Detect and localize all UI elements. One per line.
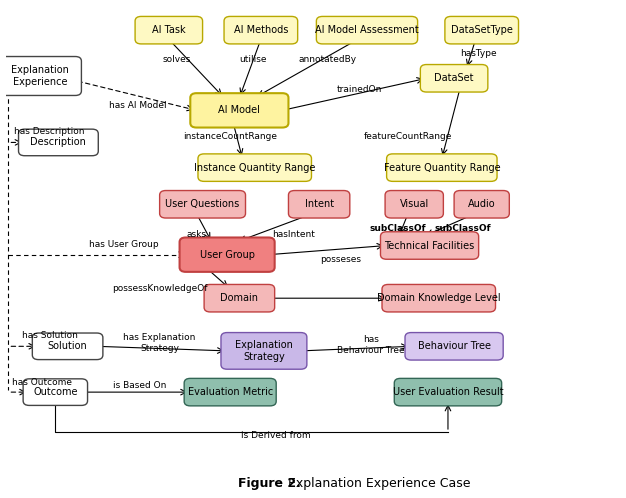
FancyBboxPatch shape [190, 93, 289, 127]
Text: Behaviour Tree: Behaviour Tree [418, 341, 491, 351]
Text: utilise: utilise [240, 55, 267, 64]
FancyBboxPatch shape [387, 154, 497, 181]
FancyBboxPatch shape [23, 379, 88, 405]
Text: DataSet: DataSet [434, 73, 474, 83]
Text: User Group: User Group [200, 249, 255, 259]
FancyBboxPatch shape [421, 65, 488, 92]
Text: AI Task: AI Task [152, 25, 186, 35]
Text: featureCountRange: featureCountRange [364, 132, 452, 141]
Text: Outcome: Outcome [33, 387, 78, 397]
Text: AI Model Assessment: AI Model Assessment [315, 25, 419, 35]
Text: Domain: Domain [220, 293, 259, 303]
Text: has Description: has Description [14, 127, 84, 136]
Text: is Based On: is Based On [113, 381, 167, 390]
Text: Visual: Visual [399, 199, 429, 209]
FancyBboxPatch shape [204, 284, 275, 312]
FancyBboxPatch shape [316, 16, 418, 44]
Text: DataSetType: DataSetType [451, 25, 513, 35]
Text: has Explanation
Strategy: has Explanation Strategy [123, 333, 196, 353]
FancyBboxPatch shape [135, 16, 203, 44]
Text: Figure 2.: Figure 2. [238, 477, 300, 490]
Text: AI Methods: AI Methods [233, 25, 288, 35]
Text: has User Group: has User Group [89, 240, 159, 249]
FancyBboxPatch shape [289, 191, 350, 218]
FancyBboxPatch shape [445, 16, 518, 44]
FancyBboxPatch shape [394, 378, 501, 406]
Text: asks: asks [187, 231, 207, 240]
Text: hasType: hasType [460, 49, 497, 58]
Text: annotatedBy: annotatedBy [298, 55, 356, 64]
Text: Domain Knowledge Level: Domain Knowledge Level [377, 293, 501, 303]
Text: Instance Quantity Range: Instance Quantity Range [194, 163, 316, 173]
FancyBboxPatch shape [385, 191, 443, 218]
FancyBboxPatch shape [33, 333, 103, 360]
Text: Explanation
Strategy: Explanation Strategy [235, 340, 293, 362]
Text: AI Model: AI Model [218, 106, 260, 116]
Text: has
Behaviour Tree: has Behaviour Tree [337, 335, 405, 355]
Text: User Questions: User Questions [165, 199, 240, 209]
Text: trainedOn: trainedOn [336, 85, 382, 94]
Text: posseses: posseses [320, 255, 361, 264]
Text: instanceCountRange: instanceCountRange [183, 132, 277, 141]
FancyBboxPatch shape [221, 333, 307, 369]
FancyBboxPatch shape [382, 284, 496, 312]
FancyBboxPatch shape [198, 154, 312, 181]
Text: Explanation
Experience: Explanation Experience [11, 65, 69, 87]
Text: Technical Facilities: Technical Facilities [384, 241, 475, 250]
Text: Explanation Experience Case: Explanation Experience Case [288, 477, 471, 490]
FancyBboxPatch shape [180, 238, 275, 272]
FancyBboxPatch shape [405, 333, 503, 360]
Text: Description: Description [31, 137, 86, 147]
Text: has Outcome: has Outcome [13, 378, 73, 387]
FancyBboxPatch shape [454, 191, 510, 218]
Text: subClassOf: subClassOf [435, 224, 491, 233]
FancyBboxPatch shape [19, 129, 98, 156]
Text: solves: solves [163, 55, 191, 64]
FancyBboxPatch shape [160, 191, 245, 218]
Text: has Solution: has Solution [21, 331, 78, 340]
FancyBboxPatch shape [0, 57, 81, 96]
Text: subClassOf: subClassOf [369, 224, 426, 233]
Text: Audio: Audio [468, 199, 496, 209]
Text: has AI Model: has AI Model [110, 101, 167, 110]
FancyBboxPatch shape [184, 378, 276, 406]
FancyBboxPatch shape [381, 232, 479, 259]
Text: Intent: Intent [305, 199, 334, 209]
Text: Feature Quantity Range: Feature Quantity Range [384, 163, 500, 173]
Text: possessKnowledgeOf: possessKnowledgeOf [112, 284, 207, 293]
Text: Solution: Solution [48, 341, 88, 351]
Text: User Evaluation Result: User Evaluation Result [393, 387, 503, 397]
Text: Evaluation Metric: Evaluation Metric [188, 387, 273, 397]
Text: is Derived from: is Derived from [242, 431, 311, 440]
FancyBboxPatch shape [224, 16, 298, 44]
Text: hasIntent: hasIntent [272, 231, 315, 240]
